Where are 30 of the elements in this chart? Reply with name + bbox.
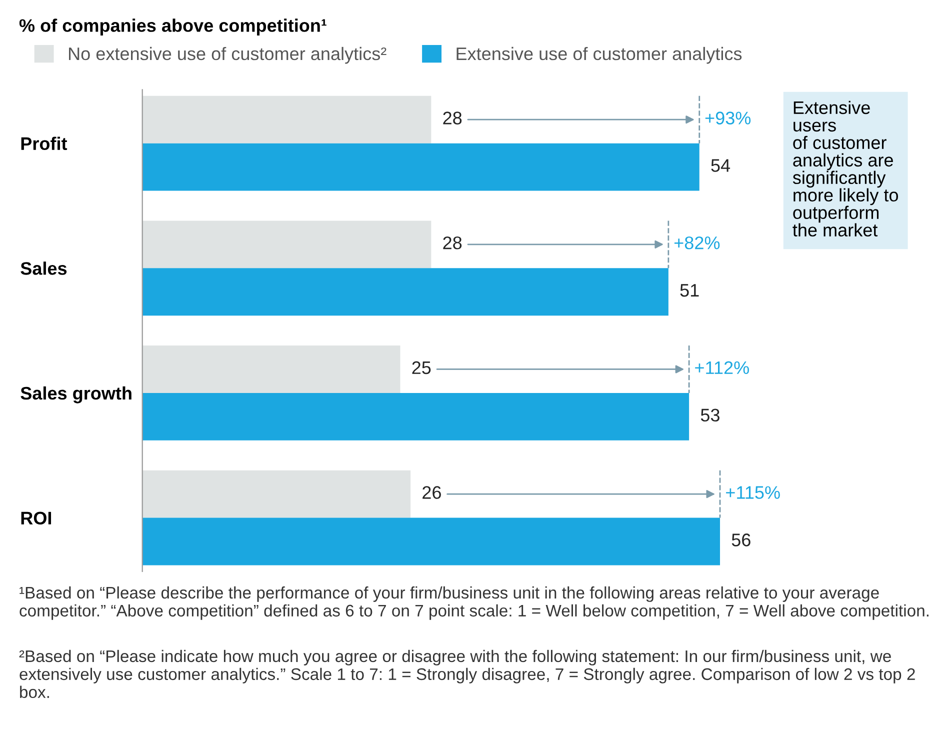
annotation: +82% [674, 236, 720, 250]
bar [142, 96, 432, 144]
bar [142, 220, 432, 268]
data-label: 54 [711, 159, 730, 172]
data-label: 28 [443, 236, 462, 250]
data-label: 25 [412, 361, 431, 374]
data-label: 51 [680, 284, 699, 297]
y-tick-label: Sales growth [20, 386, 132, 404]
bar [142, 268, 668, 316]
legend-label: No extensive use of customer analytics² [69, 46, 386, 64]
bar [142, 143, 700, 191]
bar [142, 518, 720, 566]
chart-title: % of companies above competition¹ [19, 18, 326, 36]
annotation: +112% [695, 361, 749, 374]
annotation: +93% [705, 112, 751, 124]
data-label: 53 [700, 408, 720, 422]
data-label: 28 [443, 112, 462, 124]
bar [142, 392, 690, 440]
legend-label: Extensive use of customer analytics [456, 46, 742, 64]
y-tick-label: ROI [21, 512, 52, 524]
data-label: 26 [422, 486, 441, 499]
bar [142, 470, 411, 518]
annotation: +115% [726, 486, 780, 499]
bar [142, 346, 400, 393]
text: ²Based on “Please indicate how much you agree or disagree with the following statement: In our firm/business unit, we extensively use customer analytics.” Scale 1 to 7: 1 = Strongly disagree, 7 = Strongly agree. Comparison of low 2 vs top 2 box. [19, 650, 915, 698]
text: ¹Based on “Please describe the performance of your firm/business unit in the following areas relative to your average competitor.” “Above competition” defined as 6 to 7 on 7 point scale: 1 = Well below competition, 7 = Well above competition. [20, 586, 928, 620]
data-label: 56 [732, 534, 750, 546]
y-tick-label: Sales [20, 262, 67, 275]
y-tick-label: Profit [21, 136, 68, 150]
text: Extensive users of customer analytics are significantly more likely to outperform the market [792, 100, 898, 237]
